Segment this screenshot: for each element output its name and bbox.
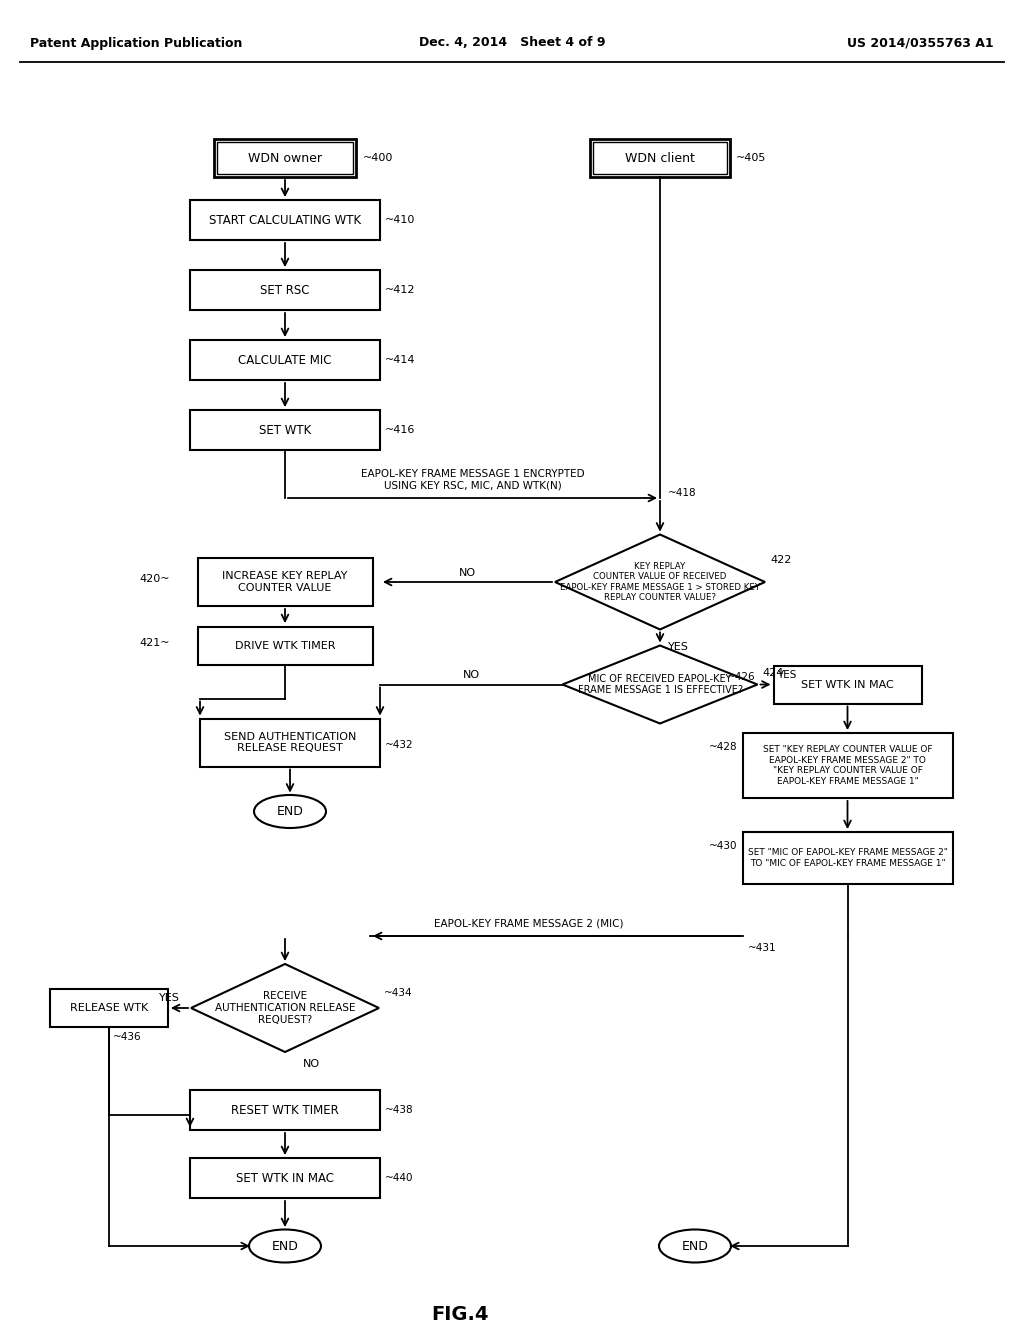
Text: KEY REPLAY
COUNTER VALUE OF RECEIVED
EAPOL-KEY FRAME MESSAGE 1 > STORED KEY
REPL: KEY REPLAY COUNTER VALUE OF RECEIVED EAP… (560, 562, 760, 602)
FancyBboxPatch shape (593, 143, 727, 174)
Text: WDN client: WDN client (625, 152, 695, 165)
FancyBboxPatch shape (50, 989, 168, 1027)
Text: END: END (276, 805, 303, 818)
Text: 420~: 420~ (139, 574, 170, 583)
Text: 424: 424 (763, 668, 784, 677)
FancyBboxPatch shape (742, 832, 952, 884)
Polygon shape (555, 535, 765, 630)
FancyBboxPatch shape (190, 1090, 380, 1130)
FancyBboxPatch shape (200, 718, 380, 767)
Text: SET WTK IN MAC: SET WTK IN MAC (236, 1172, 334, 1184)
Text: Patent Application Publication: Patent Application Publication (30, 37, 243, 49)
Ellipse shape (249, 1229, 321, 1262)
Text: ~436: ~436 (113, 1032, 141, 1041)
Text: YES: YES (159, 993, 179, 1003)
Text: YES: YES (777, 669, 797, 680)
Text: NO: NO (303, 1059, 321, 1069)
Text: ~428: ~428 (709, 742, 737, 752)
Text: DRIVE WTK TIMER: DRIVE WTK TIMER (234, 642, 335, 651)
Text: ~414: ~414 (385, 355, 416, 366)
FancyBboxPatch shape (190, 341, 380, 380)
Text: ~410: ~410 (385, 215, 416, 224)
FancyBboxPatch shape (773, 665, 922, 704)
Text: ~431: ~431 (748, 942, 776, 953)
Text: RELEASE WTK: RELEASE WTK (70, 1003, 148, 1012)
Text: ~438: ~438 (385, 1105, 414, 1115)
Ellipse shape (254, 795, 326, 828)
Text: ~426: ~426 (727, 672, 756, 681)
Text: ~440: ~440 (385, 1173, 414, 1183)
Text: EAPOL-KEY FRAME MESSAGE 2 (MIC): EAPOL-KEY FRAME MESSAGE 2 (MIC) (434, 917, 624, 928)
Text: ~432: ~432 (385, 741, 414, 751)
Text: END: END (271, 1239, 298, 1253)
Text: ~430: ~430 (709, 841, 737, 851)
Text: EAPOL-KEY FRAME MESSAGE 1 ENCRYPTED
USING KEY RSC, MIC, AND WTK(N): EAPOL-KEY FRAME MESSAGE 1 ENCRYPTED USIN… (360, 469, 585, 491)
Text: Dec. 4, 2014   Sheet 4 of 9: Dec. 4, 2014 Sheet 4 of 9 (419, 37, 605, 49)
Polygon shape (562, 645, 758, 723)
Text: WDN owner: WDN owner (248, 152, 322, 165)
FancyBboxPatch shape (190, 271, 380, 310)
Text: SET WTK: SET WTK (259, 424, 311, 437)
Text: YES: YES (668, 643, 689, 652)
Text: START CALCULATING WTK: START CALCULATING WTK (209, 214, 361, 227)
Text: NO: NO (459, 568, 476, 578)
Text: SET RSC: SET RSC (260, 284, 309, 297)
Text: CALCULATE MIC: CALCULATE MIC (239, 354, 332, 367)
Text: 421~: 421~ (139, 638, 170, 648)
Text: ~405: ~405 (736, 153, 766, 162)
Text: MIC OF RECEIVED EAPOL-KEY
FRAME MESSAGE 1 IS EFFECTIVE?: MIC OF RECEIVED EAPOL-KEY FRAME MESSAGE … (578, 673, 742, 696)
Text: SET "KEY REPLAY COUNTER VALUE OF
EAPOL-KEY FRAME MESSAGE 2" TO
"KEY REPLAY COUNT: SET "KEY REPLAY COUNTER VALUE OF EAPOL-K… (763, 746, 932, 785)
FancyBboxPatch shape (214, 139, 356, 177)
FancyBboxPatch shape (190, 201, 380, 240)
Text: ~412: ~412 (385, 285, 416, 294)
Text: RESET WTK TIMER: RESET WTK TIMER (231, 1104, 339, 1117)
FancyBboxPatch shape (198, 558, 373, 606)
Text: NO: NO (463, 671, 480, 681)
Text: SEND AUTHENTICATION
RELEASE REQUEST: SEND AUTHENTICATION RELEASE REQUEST (224, 731, 356, 754)
FancyBboxPatch shape (217, 143, 353, 174)
Text: ~418: ~418 (668, 488, 696, 498)
Text: SET "MIC OF EAPOL-KEY FRAME MESSAGE 2"
TO "MIC OF EAPOL-KEY FRAME MESSAGE 1": SET "MIC OF EAPOL-KEY FRAME MESSAGE 2" T… (748, 849, 947, 867)
Text: ~416: ~416 (385, 425, 416, 436)
Text: ~400: ~400 (362, 153, 393, 162)
Text: RECEIVE
AUTHENTICATION RELEASE
REQUEST?: RECEIVE AUTHENTICATION RELEASE REQUEST? (215, 991, 355, 1024)
Text: US 2014/0355763 A1: US 2014/0355763 A1 (848, 37, 994, 49)
Text: SET WTK IN MAC: SET WTK IN MAC (801, 680, 894, 689)
FancyBboxPatch shape (190, 1158, 380, 1199)
Text: 422: 422 (770, 554, 792, 565)
FancyBboxPatch shape (198, 627, 373, 665)
Text: INCREASE KEY REPLAY
COUNTER VALUE: INCREASE KEY REPLAY COUNTER VALUE (222, 572, 348, 593)
Text: FIG.4: FIG.4 (431, 1304, 488, 1320)
Text: END: END (682, 1239, 709, 1253)
FancyBboxPatch shape (190, 411, 380, 450)
FancyBboxPatch shape (590, 139, 730, 177)
FancyBboxPatch shape (742, 733, 952, 799)
Polygon shape (191, 964, 379, 1052)
Ellipse shape (659, 1229, 731, 1262)
Text: ~434: ~434 (384, 987, 413, 998)
